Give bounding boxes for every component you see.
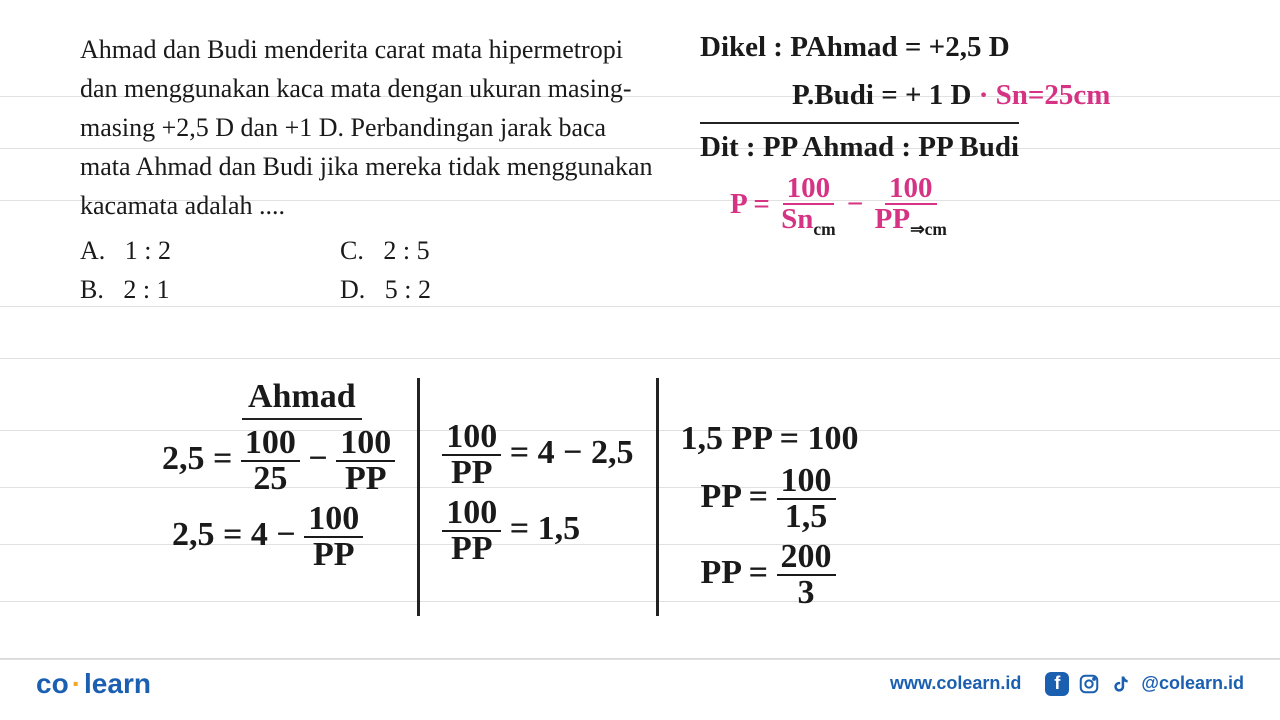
footer-handle[interactable]: @colearn.id [1141, 673, 1244, 694]
footer-url[interactable]: www.colearn.id [890, 673, 1021, 694]
ahmad-heading: Ahmad [242, 378, 362, 420]
work-col-middle: 100PP = 4 − 2,5 100PP = 1,5 [420, 378, 658, 616]
options: A. 1 : 2 B. 2 : 1 C. 2 : 5 D. 5 : 2 [80, 231, 660, 309]
question-text: Ahmad dan Budi menderita carat mata hipe… [80, 35, 653, 220]
option-a: A. 1 : 2 [80, 231, 340, 270]
work-col-ahmad: Ahmad 2,5 = 10025 − 100PP 2,5 = 4 − 100P… [140, 378, 420, 616]
work-col-right: 1,5 PP = 100 PP = 1001,5 PP = 2003 [659, 378, 881, 616]
option-c: C. 2 : 5 [340, 231, 431, 270]
question-block: Ahmad dan Budi menderita carat mata hipe… [80, 30, 660, 309]
handwritten-notes-top: Dikel : PAhmad = +2,5 D P.Budi = + 1 D ·… [700, 26, 1110, 244]
facebook-icon[interactable]: f [1045, 672, 1069, 696]
option-b: B. 2 : 1 [80, 270, 340, 309]
instagram-icon[interactable] [1077, 672, 1101, 696]
handwritten-work: Ahmad 2,5 = 10025 − 100PP 2,5 = 4 − 100P… [140, 378, 881, 616]
colearn-logo: co·learn [36, 668, 151, 700]
option-d: D. 5 : 2 [340, 270, 431, 309]
footer: co·learn www.colearn.id f @colearn.id [0, 658, 1280, 708]
sn-annotation: · Sn=25cm [979, 79, 1111, 111]
social-icons: f @colearn.id [1045, 672, 1244, 696]
tiktok-icon[interactable] [1109, 672, 1133, 696]
